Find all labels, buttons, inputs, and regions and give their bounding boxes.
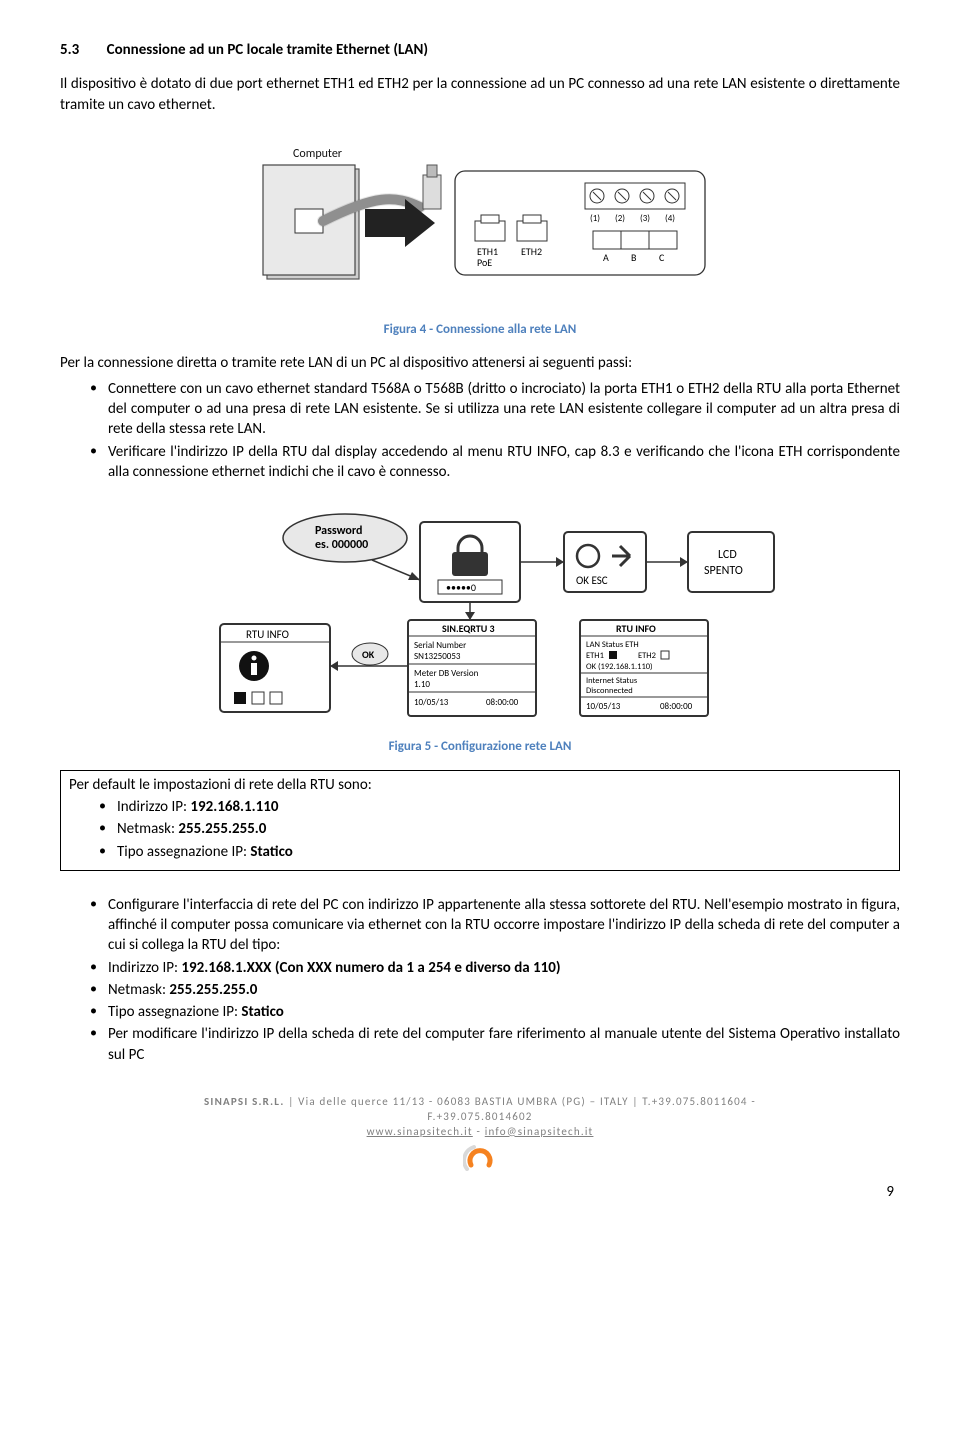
list-item: Netmask: 255.255.255.0 xyxy=(90,980,900,1000)
page-number: 9 xyxy=(60,1182,900,1202)
svg-text:OK: OK xyxy=(362,648,375,661)
section-heading: 5.3 Connessione ad un PC locale tramite … xyxy=(60,40,900,60)
footer-logo xyxy=(60,1143,900,1177)
svg-text:B: B xyxy=(631,251,637,264)
list-item: Per modificare l'indirizzo IP della sche… xyxy=(90,1024,900,1065)
svg-text:10/05/13: 10/05/13 xyxy=(586,701,621,712)
svg-text:RTU INFO: RTU INFO xyxy=(616,622,656,635)
svg-text:SN13250053: SN13250053 xyxy=(414,651,461,662)
svg-text:Serial Number: Serial Number xyxy=(414,640,466,651)
svg-text:1.10: 1.10 xyxy=(414,679,430,690)
svg-text:PoE: PoE xyxy=(477,256,492,269)
svg-text:LAN Status ETH: LAN Status ETH xyxy=(586,640,639,650)
svg-text:SIN.EQRTU 3: SIN.EQRTU 3 xyxy=(442,622,495,635)
svg-text:(3): (3) xyxy=(640,213,650,224)
svg-text:(1): (1) xyxy=(590,213,600,224)
list-item: Indirizzo IP: 192.168.1.XXX (Con XXX num… xyxy=(90,958,900,978)
figure-4-caption: Figura 4 - Connessione alla rete LAN xyxy=(60,321,900,339)
svg-text:Meter DB Version: Meter DB Version xyxy=(414,668,479,679)
svg-text:SPENTO: SPENTO xyxy=(704,564,743,578)
svg-text:Internet Status: Internet Status xyxy=(586,676,638,686)
svg-text:ETH2: ETH2 xyxy=(521,245,542,258)
svg-text:(4): (4) xyxy=(665,213,675,224)
svg-text:08:00:00: 08:00:00 xyxy=(660,701,693,712)
svg-text:08:00:00: 08:00:00 xyxy=(486,697,519,708)
footer-link-email[interactable]: info@sinapsitech.it xyxy=(485,1125,594,1138)
section-number: 5.3 xyxy=(60,40,79,60)
svg-text:ETH2: ETH2 xyxy=(638,651,656,661)
list-item: Indirizzo IP: 192.168.1.110 xyxy=(99,797,891,817)
svg-text:A: A xyxy=(603,251,609,264)
svg-text:•••••0: •••••0 xyxy=(446,581,476,594)
footer-sep: - xyxy=(473,1125,485,1138)
figure-4: Computer ETH1 PoE ETH2 xyxy=(60,135,900,311)
list-item: Verificare l'indirizzo IP della RTU dal … xyxy=(90,442,900,483)
figure-5: Password es. 000000 •••••0 OK ESC LCD SP… xyxy=(60,502,900,728)
svg-text:ETH1: ETH1 xyxy=(586,651,604,661)
svg-text:Password: Password xyxy=(315,524,362,538)
svg-text:LCD: LCD xyxy=(718,548,737,562)
list-item: Tipo assegnazione IP: Statico xyxy=(99,842,891,862)
svg-text:OK (192.168.1.110): OK (192.168.1.110) xyxy=(586,662,653,672)
figure-5-caption: Figura 5 - Configurazione rete LAN xyxy=(60,738,900,756)
svg-text:RTU INFO: RTU INFO xyxy=(246,628,289,641)
list-item: Netmask: 255.255.255.0 xyxy=(99,819,891,839)
page-footer: SINAPSI S.R.L. | Via delle querce 11/13 … xyxy=(60,1095,900,1140)
computer-label: Computer xyxy=(293,147,342,161)
svg-text:es. 000000: es. 000000 xyxy=(315,538,368,552)
footer-fax: F.+39.075.8014602 xyxy=(60,1110,900,1125)
footer-company: SINAPSI S.R.L. xyxy=(204,1095,285,1108)
bullet-list-1: Connettere con un cavo ethernet standard… xyxy=(60,379,900,482)
intro-paragraph: Il dispositivo è dotato di due port ethe… xyxy=(60,74,900,115)
list-item: Configurare l'interfaccia di rete del PC… xyxy=(90,895,900,956)
svg-text:Disconnected: Disconnected xyxy=(586,686,633,696)
footer-address: | Via delle querce 11/13 - 06083 BASTIA … xyxy=(285,1095,756,1108)
svg-text:(2): (2) xyxy=(615,213,625,224)
section-title: Connessione ad un PC locale tramite Ethe… xyxy=(107,41,428,59)
list-item: Connettere con un cavo ethernet standard… xyxy=(90,379,900,440)
svg-text:C: C xyxy=(659,251,665,264)
svg-text:OK ESC: OK ESC xyxy=(576,574,608,587)
bullet-list-2: Configurare l'interfaccia di rete del PC… xyxy=(60,895,900,1065)
after-fig4-text: Per la connessione diretta o tramite ret… xyxy=(60,353,900,373)
defaults-box: Per default le impostazioni di rete dell… xyxy=(60,770,900,871)
defaults-title: Per default le impostazioni di rete dell… xyxy=(69,775,891,795)
list-item: Tipo assegnazione IP: Statico xyxy=(90,1002,900,1022)
svg-text:10/05/13: 10/05/13 xyxy=(414,697,449,708)
footer-link-site[interactable]: www.sinapsitech.it xyxy=(367,1125,473,1138)
